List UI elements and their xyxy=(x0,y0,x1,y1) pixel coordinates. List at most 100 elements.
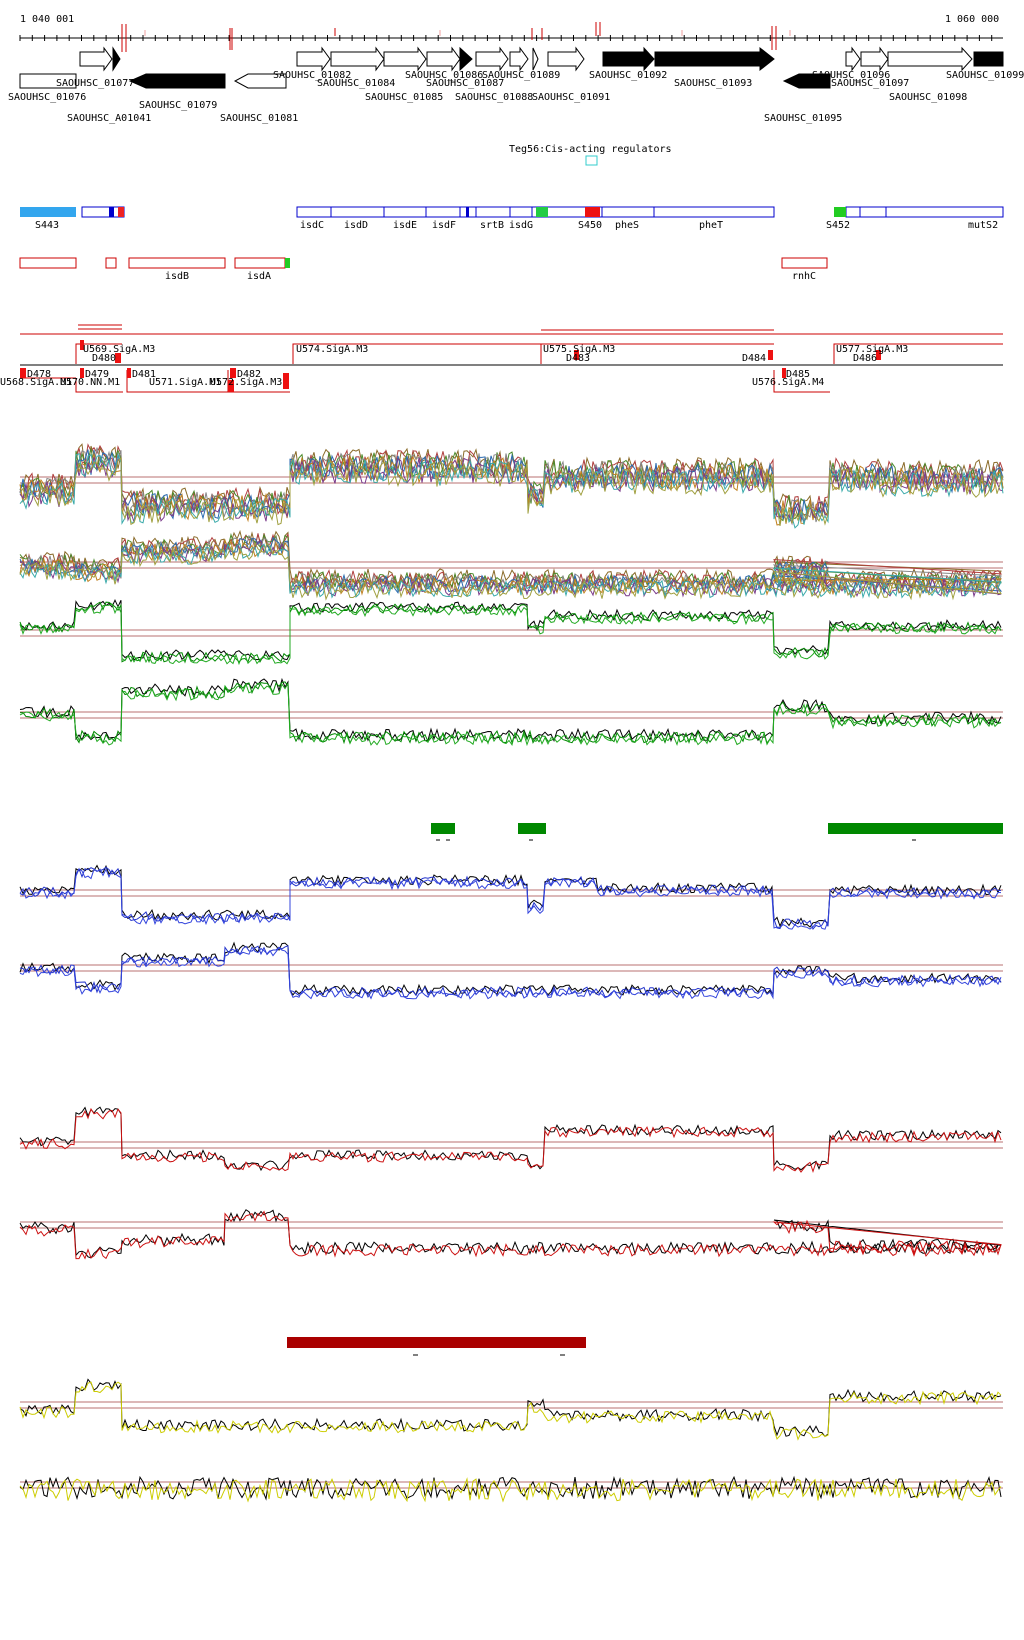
green-profile-1 xyxy=(19,598,1003,666)
profile-line xyxy=(19,598,1002,661)
profile-line xyxy=(19,1210,1002,1260)
profile-line xyxy=(19,457,1004,526)
segment-label: D486 xyxy=(853,353,877,364)
gene-arrow xyxy=(887,46,973,72)
gene-label: SAOUHSC_01091 xyxy=(532,92,610,103)
profile-line xyxy=(19,1381,1002,1441)
start-coordinate: 1 040 001 xyxy=(20,14,74,25)
segment-label: U570.NN.M1 xyxy=(60,377,120,388)
gene-label: SAOUHSC_01095 xyxy=(764,113,842,124)
segment-label: U569.SigA.M3 xyxy=(83,344,155,355)
end-coordinate: 1 060 000 xyxy=(945,14,999,25)
gene-arrow xyxy=(383,46,427,72)
profile-line xyxy=(19,536,1003,595)
blue-profile-1 xyxy=(19,864,1003,930)
gene-arrow xyxy=(330,46,385,72)
track-label: pheT xyxy=(699,220,723,231)
segment-label: U574.SigA.M3 xyxy=(296,344,368,355)
gene-label: SAOUHSC_01097 xyxy=(831,78,909,89)
segment-label: D485 xyxy=(786,369,810,380)
yellow-profile-2 xyxy=(19,1475,1003,1503)
blue-annotation-track: S443 isdC isdD isdE isdF srtB isdG S450 … xyxy=(20,206,1004,231)
ruler-ticks xyxy=(19,35,993,41)
gene-label: SAOUHSC_01081 xyxy=(220,113,298,124)
segment-label: D484 xyxy=(742,353,766,364)
green-profile-2 xyxy=(19,677,1003,747)
segment-track: U569.SigA.M3 U574.SigA.M3 U575.SigA.M3 U… xyxy=(0,324,1003,393)
profile-line xyxy=(19,538,1002,596)
gene-label: SAOUHSC_01093 xyxy=(674,78,752,89)
gene-arrow xyxy=(602,46,655,72)
profile-line xyxy=(19,456,1004,526)
segment-label: U575.SigA.M3 xyxy=(543,344,615,355)
gene-arrow xyxy=(112,46,121,72)
gene-arrow xyxy=(547,46,585,72)
gene-label: SAOUHSC_01089 xyxy=(482,70,560,81)
profile-line xyxy=(19,534,1002,593)
expression-profiles xyxy=(19,443,1004,1503)
gene-label: SAOUHSC_01086 xyxy=(405,70,483,81)
yellow-profile-1 xyxy=(19,1378,1003,1441)
track-label: rnhC xyxy=(792,271,816,282)
gene-arrow xyxy=(475,46,509,72)
gene-label: SAOUHSC_01092 xyxy=(589,70,667,81)
coordinate-ruler: 1 040 001 1 060 000 xyxy=(19,14,1003,52)
segment-label: U568.SigA.M1 xyxy=(0,377,72,388)
profile-line xyxy=(19,868,1002,930)
segment-label: D480 xyxy=(92,353,116,364)
profile-line xyxy=(19,1107,1002,1173)
segment-label: U576.SigA.M4 xyxy=(752,377,824,388)
profile-line xyxy=(19,864,1002,928)
profile-line xyxy=(19,540,1002,598)
gene-arrow xyxy=(128,73,226,89)
segment-label: D482 xyxy=(237,369,261,380)
segment-label: D481 xyxy=(132,369,156,380)
profile-line xyxy=(19,529,1002,589)
gene-labels: SAOUHSC_01077 SAOUHSC_01082 SAOUHSC_0108… xyxy=(8,70,1024,124)
segment-label: D483 xyxy=(566,353,590,364)
gene-arrow xyxy=(426,46,461,72)
gene-label: SAOUHSC_01087 xyxy=(426,78,504,89)
profile-line xyxy=(19,601,1002,664)
gene-label: SAOUHSC_01077 xyxy=(56,78,134,89)
multi-condition-panel-1 xyxy=(19,443,1004,529)
track-label: mutS2 xyxy=(968,220,998,231)
gene-label: SAOUHSC_01076 xyxy=(8,92,86,103)
profile-line xyxy=(19,1475,1002,1501)
gene-arrow xyxy=(654,46,775,72)
gene-arrow xyxy=(509,46,529,72)
profile-line xyxy=(19,682,1002,747)
segment-label: D479 xyxy=(85,369,109,380)
red-profile-2 xyxy=(19,1209,1003,1260)
profile-line xyxy=(19,452,1004,529)
gene-label: SAOUHSC_01099 xyxy=(946,70,1024,81)
multi-condition-panel-2 xyxy=(19,529,1003,601)
profile-line xyxy=(19,946,1002,1000)
red-annotation-track: isdB isdA rnhC xyxy=(19,257,828,282)
track-label: isdB xyxy=(165,271,189,282)
regulator-marker xyxy=(585,155,598,166)
gene-arrow xyxy=(532,47,539,71)
segment-label: U572.SigA.M3 xyxy=(210,377,282,388)
track-label: S452 xyxy=(826,220,850,231)
gene-label: SAOUHSC_01096 xyxy=(812,70,890,81)
gene-arrow xyxy=(860,46,889,72)
track-label: isdC xyxy=(300,220,324,231)
gene-label: SAOUHSC_01085 xyxy=(365,92,443,103)
profile-line xyxy=(19,941,1002,997)
track-label: S443 xyxy=(35,220,59,231)
segment-label: D478 xyxy=(27,369,51,380)
gene-arrow xyxy=(296,46,331,72)
gene-label: SAOUHSC_01098 xyxy=(889,92,967,103)
track-label: isdA xyxy=(247,271,271,282)
track-label: S450 xyxy=(578,220,602,231)
gene-arrow xyxy=(973,51,1004,67)
highlight-bars xyxy=(287,823,1003,1356)
track-label: isdD xyxy=(344,220,368,231)
profile-line xyxy=(19,1477,1002,1503)
profile-line xyxy=(19,1378,1002,1438)
track-label: isdE xyxy=(393,220,417,231)
track-label: pheS xyxy=(615,220,639,231)
gene-track xyxy=(19,46,1004,89)
